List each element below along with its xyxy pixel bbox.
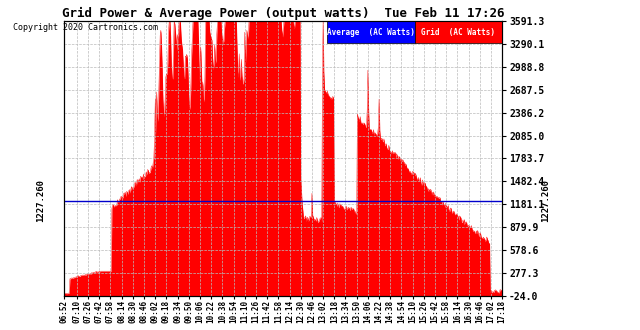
Text: 1227.260: 1227.260 — [541, 179, 550, 222]
Text: Copyright 2020 Cartronics.com: Copyright 2020 Cartronics.com — [13, 23, 158, 32]
Title: Grid Power & Average Power (output watts)  Tue Feb 11 17:26: Grid Power & Average Power (output watts… — [62, 7, 504, 20]
FancyBboxPatch shape — [415, 21, 502, 43]
Text: Average  (AC Watts): Average (AC Watts) — [327, 28, 415, 37]
FancyBboxPatch shape — [327, 21, 415, 43]
Text: Grid  (AC Watts): Grid (AC Watts) — [421, 28, 495, 37]
Text: 1227.260: 1227.260 — [36, 179, 45, 222]
